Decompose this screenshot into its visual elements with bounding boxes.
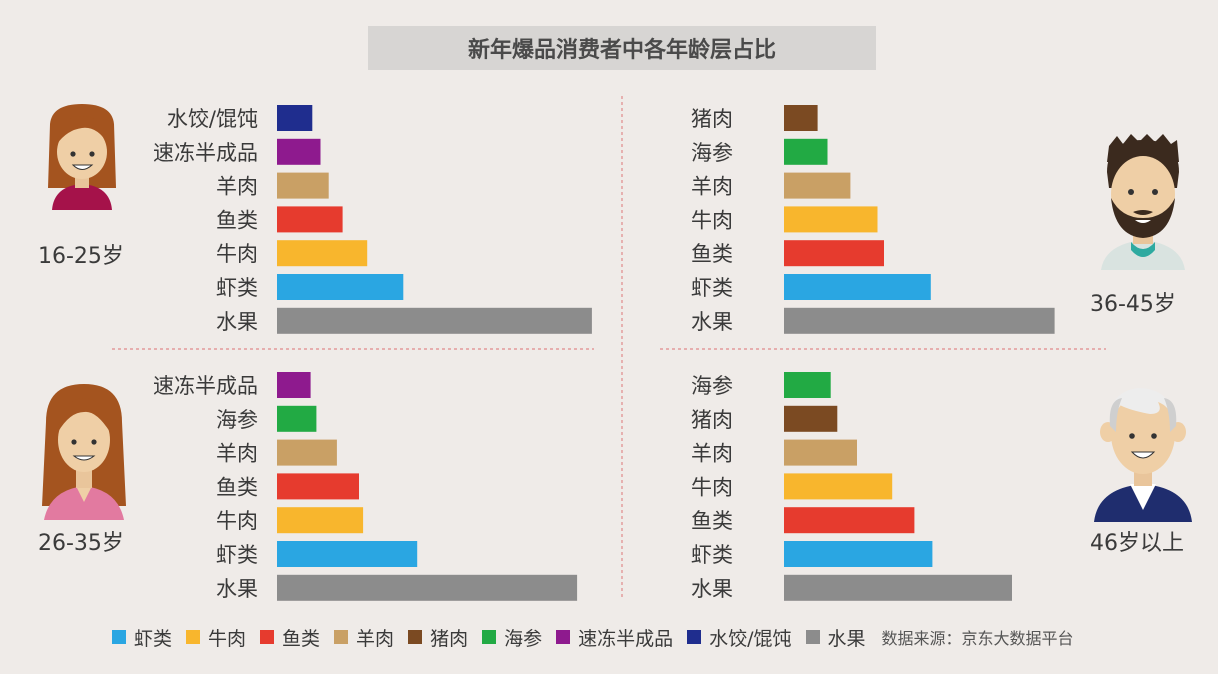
category-label-3-6: 虾类 bbox=[216, 543, 258, 567]
legend-item-shrimp: 虾类 bbox=[112, 624, 172, 651]
legend-item-fish: 鱼类 bbox=[260, 624, 320, 651]
category-label-2-2: 海参 bbox=[691, 141, 733, 165]
category-label-1-3: 羊肉 bbox=[216, 175, 258, 199]
category-label-1-4: 鱼类 bbox=[216, 208, 258, 232]
category-label-2-6: 虾类 bbox=[691, 276, 733, 300]
legend-item-fruit: 水果 bbox=[805, 624, 866, 651]
bar-4-1 bbox=[784, 372, 831, 398]
bar-1-3 bbox=[277, 172, 329, 199]
senior-man-avatar-icon bbox=[1094, 388, 1192, 522]
bar-4-4 bbox=[784, 473, 893, 500]
category-label-2-7: 水果 bbox=[691, 310, 733, 334]
legend-item-mutton: 羊肉 bbox=[334, 624, 394, 651]
bar-3-7 bbox=[277, 574, 578, 601]
bar-1-7 bbox=[277, 307, 592, 334]
legend-label-frozen: 速冻半成品 bbox=[578, 627, 674, 650]
category-label-4-4: 牛肉 bbox=[691, 475, 733, 499]
category-label-2-5: 鱼类 bbox=[691, 242, 733, 266]
legend-label-mutton: 羊肉 bbox=[356, 627, 395, 650]
legend-swatch-pork bbox=[408, 630, 423, 644]
legend-swatch-dumplings bbox=[687, 630, 702, 644]
age-label-26-35: 26-35岁 bbox=[38, 531, 124, 556]
category-label-3-2: 海参 bbox=[216, 408, 258, 432]
category-label-1-2: 速冻半成品 bbox=[153, 141, 258, 165]
category-label-4-5: 鱼类 bbox=[691, 509, 733, 533]
bar-4-2 bbox=[784, 405, 838, 432]
legend-swatch-fish bbox=[260, 630, 275, 644]
category-label-1-5: 牛肉 bbox=[216, 242, 258, 266]
legend-label-beef: 牛肉 bbox=[208, 627, 247, 650]
bar-4-5 bbox=[784, 507, 915, 534]
category-label-3-1: 速冻半成品 bbox=[153, 374, 258, 398]
age-label-16-25: 16-25岁 bbox=[38, 244, 124, 269]
bar-2-7 bbox=[784, 307, 1055, 334]
bar-4-7 bbox=[784, 574, 1012, 601]
bar-3-5 bbox=[277, 507, 364, 534]
category-label-1-1: 水饺/馄饨 bbox=[167, 107, 258, 131]
age-label-36-45: 36-45岁 bbox=[1090, 292, 1176, 317]
legend-swatch-sea-cucumber bbox=[482, 630, 497, 644]
bar-3-1 bbox=[277, 372, 311, 398]
category-label-3-4: 鱼类 bbox=[216, 475, 258, 499]
legend-label-fish: 鱼类 bbox=[282, 627, 321, 650]
legend-label-fruit: 水果 bbox=[827, 627, 866, 650]
legend-swatch-fruit bbox=[805, 630, 820, 644]
category-label-2-1: 猪肉 bbox=[691, 107, 733, 131]
category-label-4-2: 猪肉 bbox=[691, 408, 733, 432]
legend-swatch-mutton bbox=[334, 630, 349, 644]
category-label-3-3: 羊肉 bbox=[216, 442, 258, 466]
bar-3-3 bbox=[277, 439, 337, 466]
legend-label-dumplings: 水饺/馄饨 bbox=[709, 627, 792, 650]
category-label-3-5: 牛肉 bbox=[216, 509, 258, 533]
bar-4-3 bbox=[784, 439, 857, 466]
legend-swatch-frozen bbox=[556, 630, 571, 644]
data-source: 数据来源：京东大数据平台 bbox=[881, 629, 1074, 648]
category-label-2-3: 羊肉 bbox=[691, 175, 733, 199]
category-label-1-6: 虾类 bbox=[216, 276, 258, 300]
bar-3-4 bbox=[277, 473, 359, 500]
category-label-4-6: 虾类 bbox=[691, 543, 733, 567]
bar-2-4 bbox=[784, 206, 878, 233]
category-label-4-7: 水果 bbox=[691, 577, 733, 601]
category-label-4-1: 海参 bbox=[691, 374, 733, 398]
bar-2-2 bbox=[784, 138, 828, 165]
legend-item-pork: 猪肉 bbox=[408, 624, 468, 651]
chart-title: 新年爆品消费者中各年龄层占比 bbox=[368, 26, 876, 70]
bar-3-6 bbox=[277, 541, 418, 567]
chart-legend: 虾类 牛肉 鱼类 羊肉 猪肉 海参 速冻半成品 水饺/馄饨 水果 数据来源：京东… bbox=[112, 624, 1074, 650]
bar-1-5 bbox=[277, 240, 368, 267]
legend-item-beef: 牛肉 bbox=[186, 624, 246, 651]
category-label-3-7: 水果 bbox=[216, 577, 258, 601]
bar-2-6 bbox=[784, 274, 931, 300]
bar-3-2 bbox=[277, 405, 317, 432]
woman-avatar-icon bbox=[42, 384, 126, 520]
legend-item-sea-cucumber: 海参 bbox=[482, 624, 542, 651]
bar-2-1 bbox=[784, 105, 818, 131]
age-label-46plus: 46岁以上 bbox=[1090, 531, 1184, 556]
bar-1-1 bbox=[277, 105, 313, 131]
bar-1-6 bbox=[277, 274, 404, 300]
bar-2-3 bbox=[784, 172, 851, 199]
bearded-man-avatar-icon bbox=[1101, 134, 1185, 270]
bar-2-5 bbox=[784, 240, 884, 267]
category-label-1-7: 水果 bbox=[216, 310, 258, 334]
bar-4-6 bbox=[784, 541, 933, 567]
category-label-2-4: 牛肉 bbox=[691, 208, 733, 232]
legend-label-shrimp: 虾类 bbox=[134, 627, 173, 650]
young-woman-avatar-icon bbox=[48, 104, 116, 210]
legend-label-pork: 猪肉 bbox=[430, 627, 469, 650]
category-label-4-3: 羊肉 bbox=[691, 442, 733, 466]
legend-swatch-beef bbox=[186, 630, 201, 644]
legend-item-frozen: 速冻半成品 bbox=[556, 624, 673, 651]
legend-item-dumplings: 水饺/馄饨 bbox=[687, 624, 792, 651]
bar-1-4 bbox=[277, 206, 343, 233]
legend-swatch-shrimp bbox=[112, 630, 126, 644]
bar-1-2 bbox=[277, 138, 321, 165]
legend-label-sea-cucumber: 海参 bbox=[504, 627, 543, 650]
